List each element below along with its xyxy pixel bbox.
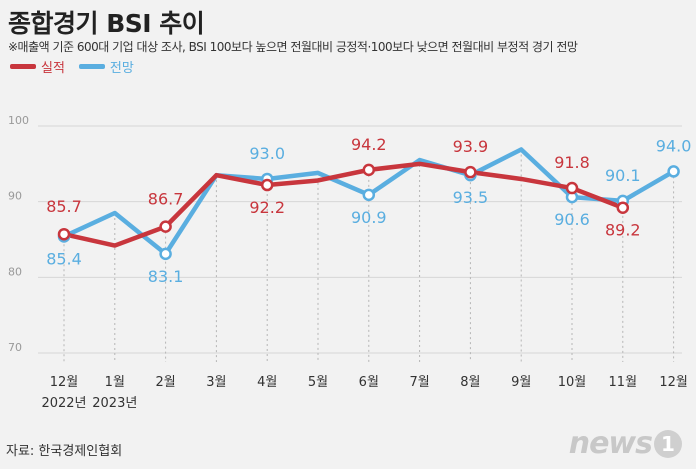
data-label-actual: 86.7	[148, 190, 184, 209]
y-tick-label: 100	[8, 114, 29, 127]
legend-item-actual: 실적	[10, 57, 65, 76]
data-label-forecast: 83.1	[148, 267, 184, 286]
chart-title: 종합경기 BSI 추이	[8, 9, 205, 38]
series-line-actual	[61, 161, 626, 248]
data-label-forecast: 85.4	[46, 249, 82, 268]
data-label-actual: 85.7	[46, 197, 82, 216]
x-tick-label: 8월	[460, 375, 480, 390]
y-tick-label: 90	[8, 190, 22, 203]
news1-logo: news 1	[569, 426, 682, 461]
data-label-forecast: 94.0	[656, 136, 692, 155]
data-point-forecast	[667, 165, 680, 178]
data-label-actual: 92.2	[249, 198, 285, 217]
legend-swatch-actual	[10, 64, 36, 69]
data-point-forecast	[159, 247, 172, 261]
logo-text: news	[568, 426, 653, 461]
data-point-actual	[362, 163, 376, 177]
data-label-forecast: 90.1	[605, 166, 641, 185]
x-tick-label: 6월	[359, 375, 379, 390]
data-label-actual: 93.9	[453, 137, 489, 156]
x-tick-label: 7월	[409, 375, 429, 390]
data-label-forecast: 93.0	[249, 144, 285, 163]
x-tick-label: 12월	[659, 375, 688, 390]
x-year-label: 2022년	[41, 396, 86, 411]
legend-label-actual: 실적	[41, 61, 65, 76]
x-tick-label: 4월	[257, 375, 277, 390]
data-point-forecast	[362, 188, 376, 202]
y-tick-label: 80	[8, 265, 22, 278]
data-point-actual	[464, 165, 477, 179]
data-label-forecast: 90.9	[351, 208, 387, 227]
x-tick-label: 11월	[609, 375, 638, 390]
chart-subtitle: ※매출액 기준 600대 기업 대상 조사, BSI 100보다 높으면 전월대…	[8, 40, 578, 54]
x-tick-label: 10월	[558, 375, 587, 390]
data-point-actual	[260, 178, 274, 192]
data-label-actual: 94.2	[351, 135, 387, 154]
data-point-actual	[616, 201, 630, 214]
x-tick-label: 9월	[511, 375, 531, 390]
x-tick-label: 1월	[105, 375, 125, 390]
y-tick-label: 70	[8, 341, 22, 354]
data-point-actual	[159, 220, 172, 233]
x-year-label: 2023년	[92, 396, 137, 411]
data-label-actual: 89.2	[605, 221, 641, 240]
data-point-actual	[565, 181, 579, 195]
x-tick-label: 5월	[308, 375, 328, 390]
legend-label-forecast: 전망	[109, 61, 134, 76]
legend-item-forecast: 전망	[78, 57, 134, 76]
legend: 실적 전망	[10, 57, 134, 76]
legend-swatch-forecast	[78, 64, 105, 69]
data-point-actual	[57, 227, 71, 241]
data-label-forecast: 90.6	[554, 210, 590, 229]
logo-badge: 1	[654, 429, 682, 458]
data-label-actual: 91.8	[554, 153, 590, 172]
source-note: 자료: 한국경제인협회	[6, 444, 123, 459]
data-label-forecast: 93.5	[453, 188, 489, 207]
x-tick-label: 3월	[206, 375, 226, 390]
x-tick-label: 2월	[155, 375, 175, 390]
x-tick-label: 12월	[50, 375, 79, 390]
